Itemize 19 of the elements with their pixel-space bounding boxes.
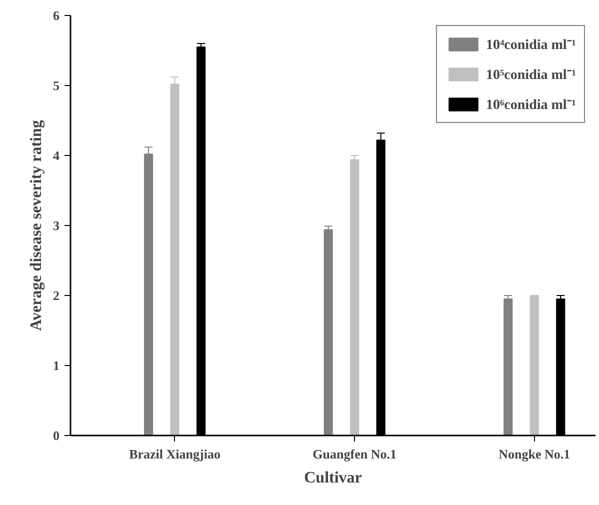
y-axis-title: Average disease severity rating <box>28 120 45 331</box>
x-tick-label: Nongke No.1 <box>498 446 570 462</box>
y-tick-label: 3 <box>53 218 60 233</box>
y-tick-label: 2 <box>53 288 60 303</box>
y-tick-label: 1 <box>53 358 60 373</box>
bar <box>324 229 333 436</box>
legend-label: 10⁴conidia ml⁻¹ <box>486 37 576 54</box>
legend-label: 10⁶conidia ml⁻¹ <box>486 97 576 114</box>
y-tick-label: 0 <box>53 428 60 443</box>
y-tick-label: 5 <box>53 78 60 93</box>
y-tick-label: 6 <box>53 8 60 23</box>
bar <box>350 159 360 436</box>
x-tick-label: Brazil Xiangjiao <box>129 446 220 462</box>
bar <box>504 298 513 436</box>
x-axis-title: Cultivar <box>304 470 362 486</box>
x-tick-label: Guangfen No.1 <box>312 446 396 462</box>
legend-label: 10⁵conidia ml⁻¹ <box>486 67 576 84</box>
y-tick-label: 4 <box>53 148 60 163</box>
bar <box>530 295 539 436</box>
